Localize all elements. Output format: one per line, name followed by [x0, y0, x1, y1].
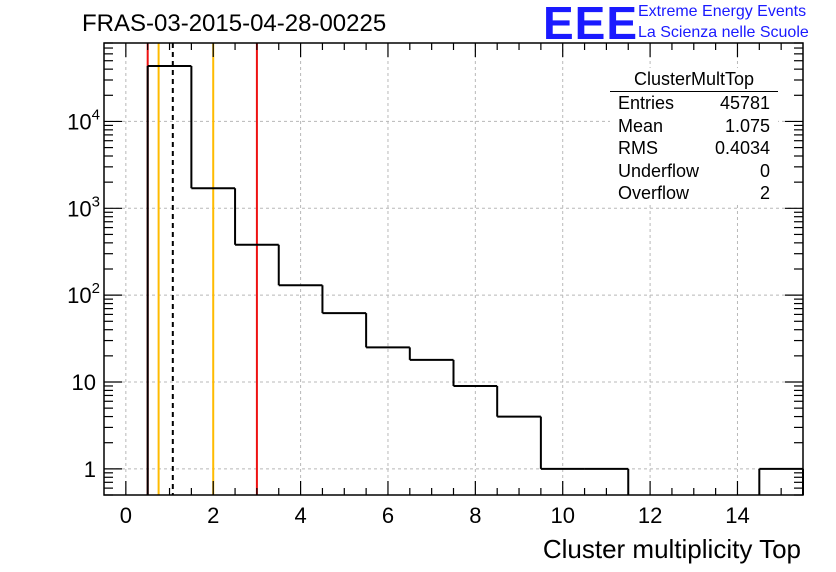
y-tick-label: 104	[67, 106, 100, 134]
y-tick-label: 1	[84, 457, 96, 482]
x-tick-label: 8	[469, 503, 481, 528]
stats-row-underflow: Underflow 0	[610, 160, 778, 183]
x-tick-label: 0	[120, 503, 132, 528]
stats-key: Underflow	[618, 160, 699, 183]
stats-key: RMS	[618, 137, 658, 160]
histogram-bin	[148, 66, 192, 495]
stats-value: 0.4034	[715, 137, 770, 160]
stats-row-entries: Entries 45781	[610, 92, 778, 115]
stats-key: Entries	[618, 92, 674, 115]
y-tick-label: 103	[67, 193, 100, 221]
stats-value: 1.075	[725, 115, 770, 138]
y-tick-label: 10	[72, 370, 96, 395]
stats-value: 2	[760, 182, 770, 205]
x-tick-label: 6	[382, 503, 394, 528]
x-tick-label: 4	[294, 503, 306, 528]
chart-title: FRAS-03-2015-04-28-00225	[82, 10, 386, 38]
marker-lines	[148, 43, 257, 495]
x-tick-label: 2	[207, 503, 219, 528]
x-axis-label: Cluster multiplicity Top	[543, 534, 801, 564]
stats-box: ClusterMultTop Entries 45781 Mean 1.075 …	[610, 68, 778, 205]
x-tick-label: 12	[638, 503, 662, 528]
stats-key: Mean	[618, 115, 663, 138]
stats-value: 45781	[720, 92, 770, 115]
histogram-bin	[322, 313, 366, 347]
logo-line-2: La Scienza nelle Scuole	[638, 24, 809, 42]
stats-row-overflow: Overflow 2	[610, 182, 778, 205]
histogram-bin	[497, 417, 541, 469]
eee-logo: EEE	[543, 1, 638, 45]
x-tick-label: 10	[550, 503, 574, 528]
x-tick-label: 14	[725, 503, 749, 528]
stats-key: Overflow	[618, 182, 689, 205]
stats-row-mean: Mean 1.075	[610, 115, 778, 138]
stats-row-rms: RMS 0.4034	[610, 137, 778, 160]
y-tick-label: 102	[67, 280, 100, 308]
stats-value: 0	[760, 160, 770, 183]
logo-line-1: Extreme Energy Events	[638, 3, 806, 21]
stats-title: ClusterMultTop	[610, 68, 778, 92]
